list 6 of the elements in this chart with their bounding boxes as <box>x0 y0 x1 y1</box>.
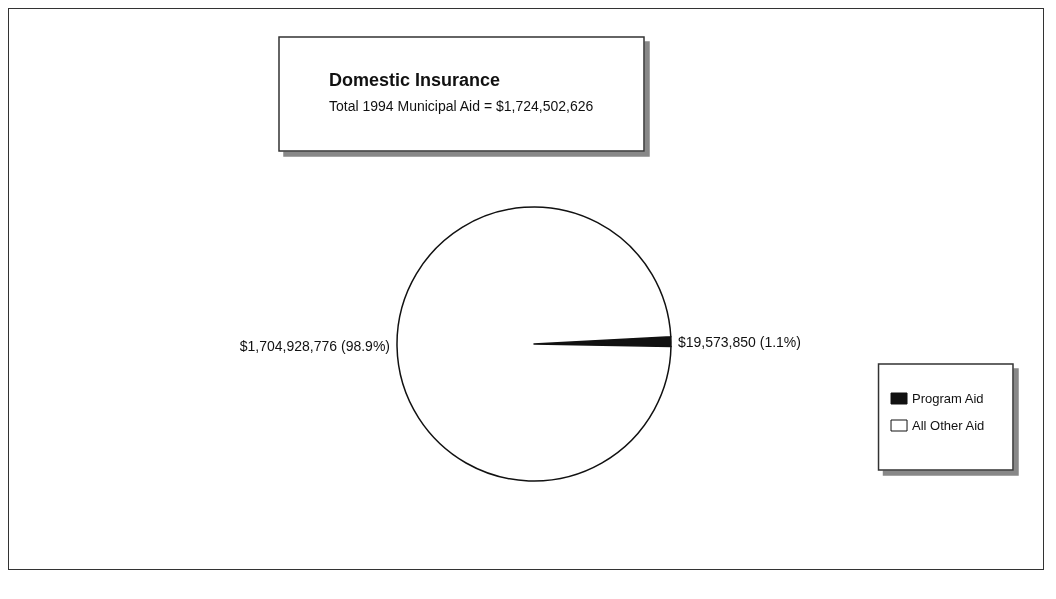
legend-label: Program Aid <box>912 391 984 406</box>
data-label: $19,573,850 (1.1%) <box>677 333 801 350</box>
chart-subtitle: Total 1994 Municipal Aid = $1,724,502,626 <box>329 98 594 114</box>
legend-label: All Other Aid <box>912 418 985 433</box>
data-label: $1,704,928,776 (98.9%) <box>239 338 391 355</box>
chart-title: Domestic Insurance <box>329 70 501 90</box>
